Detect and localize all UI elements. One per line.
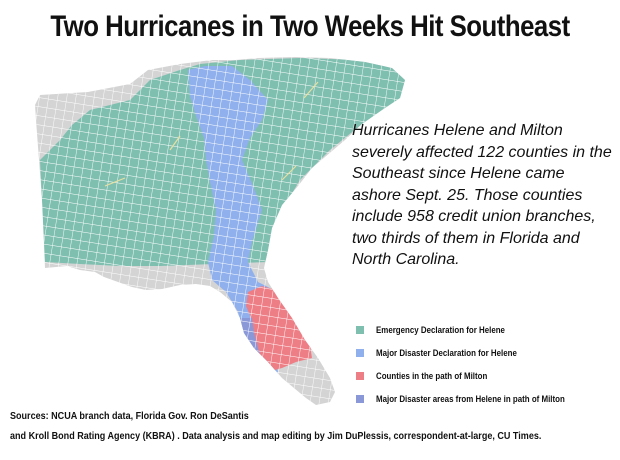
legend-swatch-overlap <box>356 395 364 403</box>
legend-label-helene-major-disaster: Major Disaster Declaration for Helene <box>376 348 517 358</box>
legend-item-milton-path: Counties in the path of Milton <box>356 370 502 382</box>
legend-swatch-helene-emergency <box>356 326 364 334</box>
page-title: Two Hurricanes in Two Weeks Hit Southeas… <box>50 10 570 43</box>
legend-swatch-milton-path <box>356 372 364 380</box>
sources-line-2: and Kroll Bond Rating Agency (KBRA) . Da… <box>10 430 542 442</box>
legend-item-overlap: Major Disaster areas from Helene in path… <box>356 393 591 405</box>
interstate-lines <box>104 81 319 187</box>
summary-text: Hurricanes Helene and Milton severely af… <box>352 122 612 268</box>
sources-line-1: Sources: NCUA branch data, Florida Gov. … <box>10 410 249 422</box>
legend-swatch-helene-major-disaster <box>356 349 364 357</box>
legend-item-helene-emergency: Emergency Declaration for Helene <box>356 324 523 336</box>
legend-label-milton-path: Counties in the path of Milton <box>376 371 488 381</box>
sources-note: Sources: NCUA branch data, Florida Gov. … <box>10 406 610 446</box>
legend-label-helene-emergency: Emergency Declaration for Helene <box>376 325 505 335</box>
legend-label-overlap: Major Disaster areas from Helene in path… <box>376 394 565 404</box>
legend-item-helene-major-disaster: Major Disaster Declaration for Helene <box>356 347 536 359</box>
